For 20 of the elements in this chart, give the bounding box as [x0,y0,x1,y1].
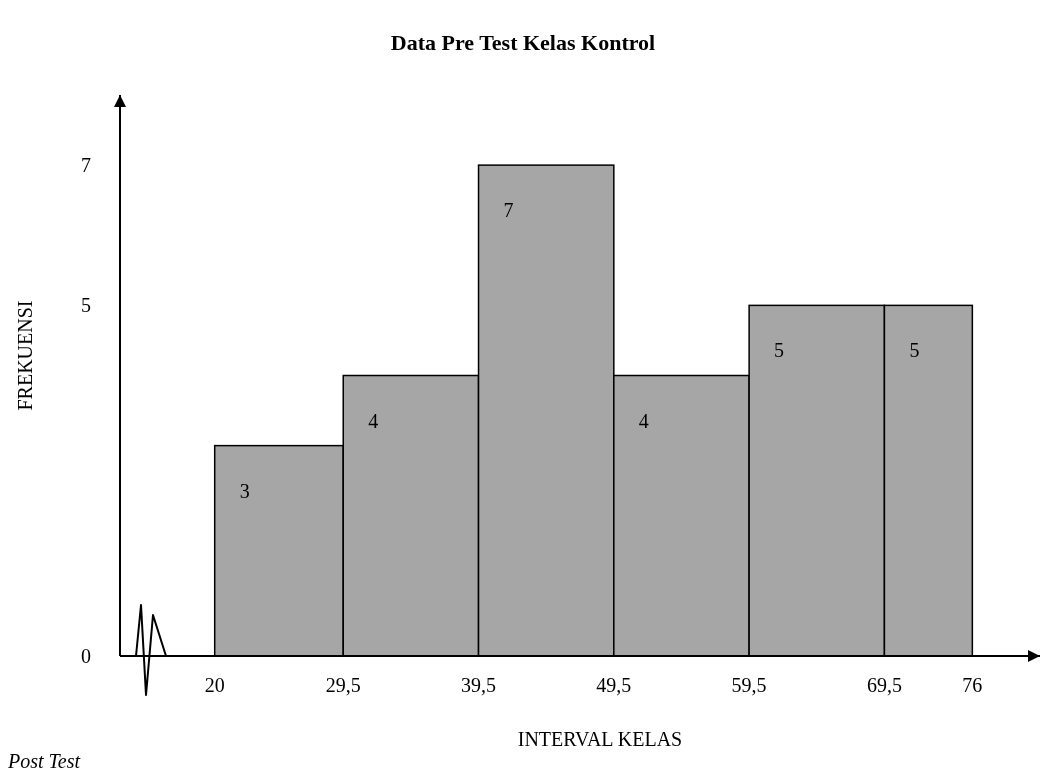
x-tick-label: 29,5 [325,674,361,696]
data-label: 4 [638,409,649,432]
data-label: 5 [774,339,785,362]
x-tick-label: 49,5 [596,674,632,696]
data-label: 7 [503,199,514,222]
x-tick-label: 59,5 [731,674,767,696]
x-tick-label: 20 [204,674,225,696]
text: Post Test [7,750,81,772]
x-axis-title: INTERVAL KELAS [517,728,683,750]
data-label: 4 [368,409,379,432]
x-tick-label: 69,5 [866,674,902,696]
x-tick-label: 76 [962,674,983,696]
data-label: 5 [909,339,920,362]
y-axis-title: FREKUENSI [14,300,36,411]
data-label: 3 [239,479,250,502]
chart-title: Data Pre Test Kelas Kontrol [390,30,656,55]
y-tick-label: 5 [81,294,91,317]
y-tick-label: 7 [81,154,91,177]
x-tick-label: 39,5 [461,674,497,696]
y-tick-label: 0 [81,645,91,667]
